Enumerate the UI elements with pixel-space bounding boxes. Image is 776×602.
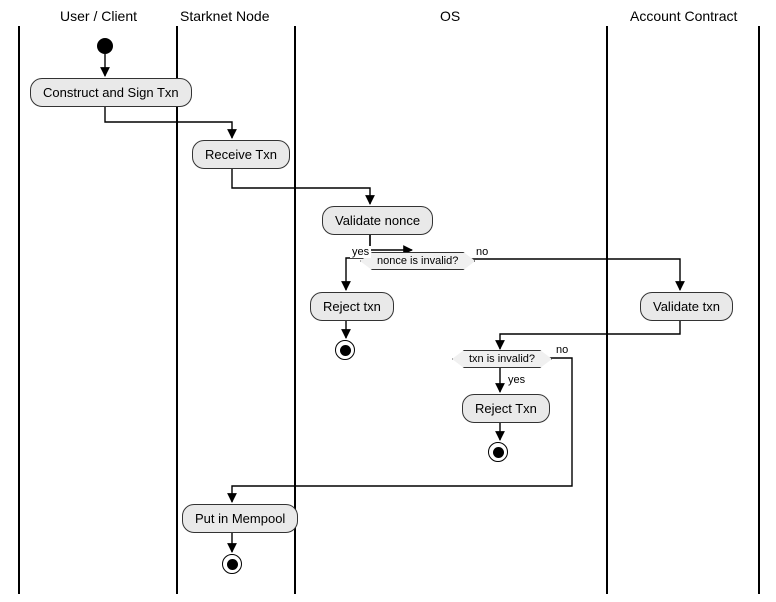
lane-line bbox=[18, 26, 20, 594]
lane-line bbox=[176, 26, 178, 594]
start-node bbox=[97, 38, 113, 54]
lane-header-node: Starknet Node bbox=[180, 8, 270, 24]
end-node-1 bbox=[335, 340, 355, 360]
edge-label-yes-1: yes bbox=[350, 246, 371, 258]
decision-label: nonce is invalid? bbox=[377, 255, 458, 267]
decision-label: txn is invalid? bbox=[469, 353, 535, 365]
edge-label-no-2: no bbox=[554, 344, 570, 356]
lane-line bbox=[758, 26, 760, 594]
activity-construct-sign: Construct and Sign Txn bbox=[30, 78, 192, 107]
edge-label-no-1: no bbox=[474, 246, 490, 258]
activity-validate-txn: Validate txn bbox=[640, 292, 733, 321]
lane-header-user: User / Client bbox=[60, 8, 137, 24]
edge-label-yes-2: yes bbox=[506, 374, 527, 386]
activity-validate-nonce: Validate nonce bbox=[322, 206, 433, 235]
lane-header-acct: Account Contract bbox=[630, 8, 737, 24]
activity-reject-txn-1: Reject txn bbox=[310, 292, 394, 321]
end-node-2 bbox=[488, 442, 508, 462]
lane-header-os: OS bbox=[440, 8, 460, 24]
decision-nonce-invalid: nonce is invalid? bbox=[360, 252, 475, 270]
lane-line bbox=[606, 26, 608, 594]
decision-txn-invalid: txn is invalid? bbox=[452, 350, 552, 368]
activity-reject-txn-2: Reject Txn bbox=[462, 394, 550, 423]
activity-put-mempool: Put in Mempool bbox=[182, 504, 298, 533]
end-node-3 bbox=[222, 554, 242, 574]
activity-receive-txn: Receive Txn bbox=[192, 140, 290, 169]
